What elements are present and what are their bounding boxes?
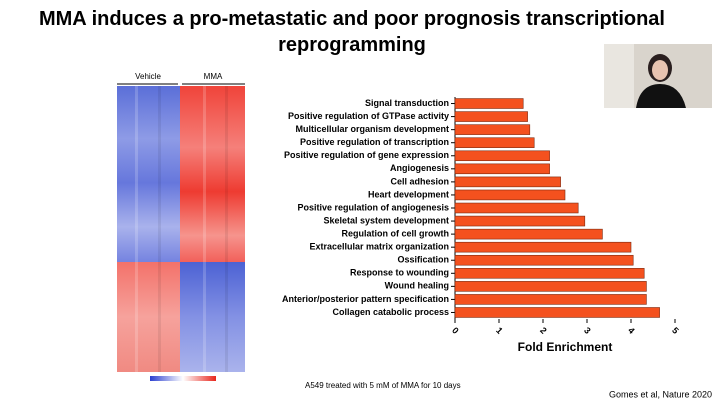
bar-chart: 0 1 2 3 4 5 Signal transduction Positive regula… [282,97,681,336]
bar [454,124,531,135]
y-tick-label: Skeletal system development [323,215,449,225]
bar [454,307,660,318]
bar [454,215,586,227]
bar [454,163,550,175]
bar [454,150,550,162]
heatmap-block [117,86,180,262]
bar [454,176,561,188]
bar [454,281,647,292]
bar [454,228,603,240]
heatmap-block [117,262,180,372]
y-tick-label: Wound healing [385,281,449,291]
x-tick-label: 0 [450,325,461,336]
bar [454,294,647,305]
video-person-body [636,84,686,108]
x-tick-label: 3 [582,325,593,336]
video-thumbnail [604,44,712,108]
x-tick-label: 1 [494,325,505,336]
heatmap-label: Vehicle [135,72,161,81]
x-tick-label: 5 [670,325,681,336]
y-tick-label: Signal transduction [365,98,449,108]
y-tick-label: Positive regulation of angiogenesis [297,202,449,212]
y-tick-label: Anterior/posterior pattern specification [282,294,449,304]
heatmap-stripe [135,86,138,372]
bar [454,137,535,148]
y-tick-label: Cell adhesion [390,176,449,186]
heatmap-stripe [225,86,228,372]
citation: Gomes et al, Nature 2020 [609,389,712,399]
bar [454,268,645,279]
y-tick-label: Heart development [368,189,449,199]
heatmap: Vehicle MMA [117,72,245,381]
heatmap-stripe [203,86,206,372]
slide-title: MMA induces a pro-metastatic and poor pr… [39,8,665,56]
caption: A549 treated with 5 mM of MMA for 10 day… [305,381,461,390]
y-tick-label: Extracellular matrix organization [309,242,449,252]
bar [454,189,566,201]
y-tick-label: Ossification [397,255,449,265]
bar [454,98,524,109]
video-person-face [652,60,668,80]
x-axis-label: Fold Enrichment [518,340,613,354]
y-tick-label: Positive regulation of GTPase activity [288,111,449,121]
y-tick-label: Regulation of cell growth [342,228,450,238]
color-scale [150,376,216,381]
y-tick-label: Positive regulation of transcription [300,137,449,147]
x-tick-label: 4 [626,325,637,336]
y-tick-label: Angiogenesis [390,163,449,173]
bar [454,254,634,266]
y-tick-label: Positive regulation of gene expression [284,150,449,160]
bar [454,111,528,122]
heatmap-label: MMA [204,72,223,81]
bar [454,241,632,253]
y-tick-label: Collagen catabolic process [332,307,449,317]
y-tick-label: Response to wounding [350,268,449,278]
x-tick-label: 2 [538,325,549,336]
video-window [604,44,634,108]
bar [454,202,579,214]
heatmap-block [180,262,245,372]
y-tick-label: Multicellular organism development [295,124,449,134]
heatmap-block [180,86,245,262]
heatmap-stripe [158,86,161,372]
